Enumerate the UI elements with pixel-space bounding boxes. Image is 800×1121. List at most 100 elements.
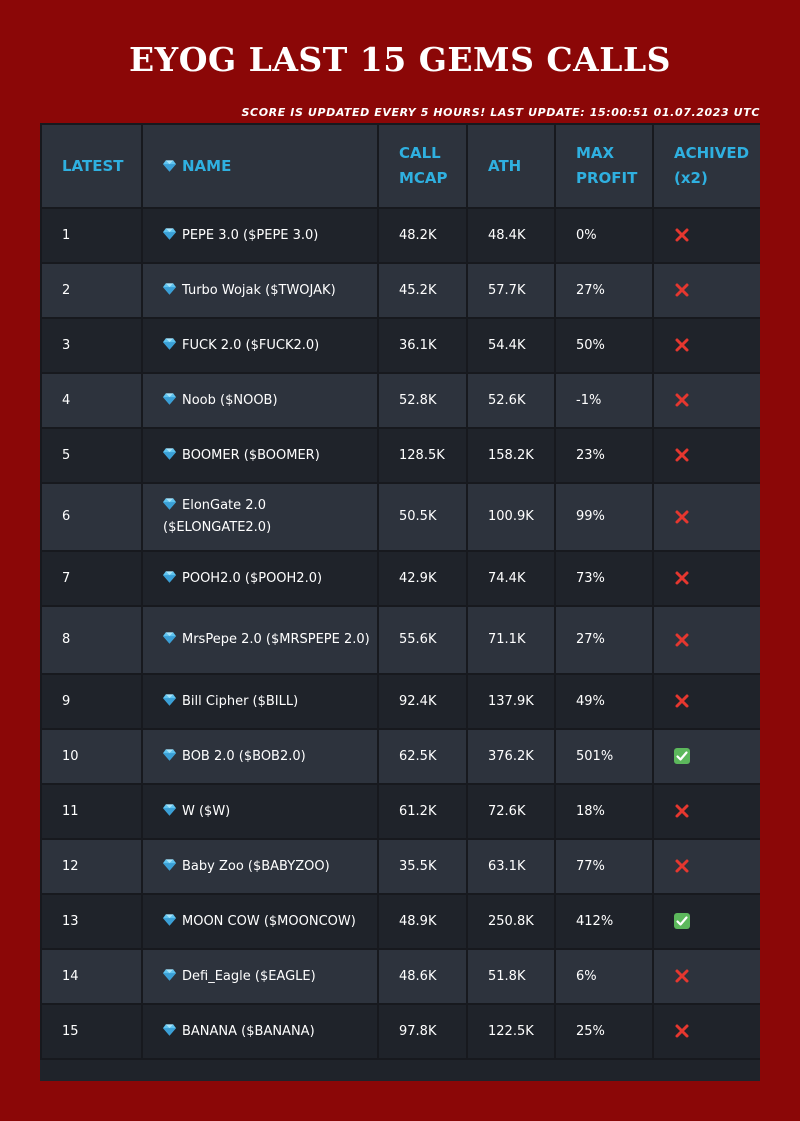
cell-max-profit: 6% (554, 948, 654, 1005)
cell-max-profit: 412% (554, 893, 654, 950)
coin-name: Baby Zoo ($BABYZOO) (182, 858, 330, 874)
cell-name: MOON COW ($MOONCOW) (141, 893, 379, 950)
cell-latest: 6 (40, 482, 143, 552)
cell-name: POOH2.0 ($POOH2.0) (141, 550, 379, 607)
table-row: 10 BOB 2.0 ($BOB2.0) 62.5K 376.2K 501% (40, 728, 760, 785)
gem-icon (163, 632, 176, 644)
cell-call-mcap: 48.2K (377, 207, 468, 264)
table-header: LATEST NAME CALL MCAP ATH MAX PROFIT ACH… (40, 123, 760, 209)
cell-latest: 3 (40, 317, 143, 374)
cell-name: MrsPepe 2.0 ($MRSPEPE 2.0) (141, 605, 379, 675)
cross-icon (675, 969, 689, 983)
cell-name: Bill Cipher ($BILL) (141, 673, 379, 730)
cross-icon (675, 859, 689, 873)
table-row: 2 Turbo Wojak ($TWOJAK) 45.2K 57.7K 27% (40, 262, 760, 319)
cell-call-mcap: 92.4K (377, 673, 468, 730)
cell-max-profit: 27% (554, 605, 654, 675)
cell-max-profit: 77% (554, 838, 654, 895)
table-row: 6 ElonGate 2.0 ($ELONGATE2.0) 50.5K 100.9K 9… (40, 482, 760, 552)
cell-call-mcap: 61.2K (377, 783, 468, 840)
cell-achived (652, 673, 760, 730)
coin-name: FUCK 2.0 ($FUCK2.0) (182, 337, 320, 353)
cell-call-mcap: 97.8K (377, 1003, 468, 1060)
cell-latest: 13 (40, 893, 143, 950)
gem-icon (163, 227, 176, 240)
cross-icon (675, 804, 689, 818)
cell-max-profit: 501% (554, 728, 654, 785)
cell-name: PEPE 3.0 ($PEPE 3.0) (141, 207, 379, 264)
cell-ath: 54.4K (466, 317, 556, 374)
cross-icon (675, 633, 689, 646)
cell-ath: 72.6K (466, 783, 556, 840)
coin-name: BOB 2.0 ($BOB2.0) (182, 748, 306, 764)
cell-name: Baby Zoo ($BABYZOO) (141, 838, 379, 895)
cell-max-profit: 49% (554, 673, 654, 730)
cell-max-profit: 27% (554, 262, 654, 319)
cell-call-mcap: 45.2K (377, 262, 468, 319)
gems-table: LATEST NAME CALL MCAP ATH MAX PROFIT ACH… (40, 123, 760, 1060)
cell-latest: 4 (40, 372, 143, 429)
coin-name: BOOMER ($BOOMER) (182, 447, 320, 463)
cell-max-profit: -1% (554, 372, 654, 429)
cell-ath: 122.5K (466, 1003, 556, 1060)
gem-icon (163, 1023, 176, 1036)
cell-latest: 2 (40, 262, 143, 319)
cell-achived (652, 783, 760, 840)
gem-icon (163, 159, 176, 172)
cell-achived (652, 1003, 760, 1060)
column-header-latest: LATEST (40, 123, 143, 209)
gem-icon (163, 858, 176, 871)
cell-max-profit: 25% (554, 1003, 654, 1060)
gem-icon (163, 392, 176, 405)
cell-latest: 10 (40, 728, 143, 785)
table-row: 15 BANANA ($BANANA) 97.8K 122.5K 25% (40, 1003, 760, 1060)
table-row: 9 Bill Cipher ($BILL) 92.4K 137.9K 49% (40, 673, 760, 730)
cell-call-mcap: 42.9K (377, 550, 468, 607)
gem-icon (163, 803, 176, 816)
cell-achived (652, 262, 760, 319)
cell-name: Turbo Wojak ($TWOJAK) (141, 262, 379, 319)
update-note: SCORE IS UPDATED EVERY 5 HOURS! LAST UPD… (241, 106, 760, 119)
table-row: 7 POOH2.0 ($POOH2.0) 42.9K 74.4K 73% (40, 550, 760, 607)
cross-icon (675, 1024, 689, 1038)
cell-achived (652, 317, 760, 374)
cell-latest: 11 (40, 783, 143, 840)
coin-name: Defi_Eagle ($EAGLE) (182, 968, 316, 984)
cross-icon (675, 283, 689, 297)
cell-ath: 74.4K (466, 550, 556, 607)
cell-call-mcap: 35.5K (377, 838, 468, 895)
cell-achived (652, 427, 760, 484)
cell-max-profit: 50% (554, 317, 654, 374)
cell-name: BOB 2.0 ($BOB2.0) (141, 728, 379, 785)
coin-name: ElonGate 2.0 ($ELONGATE2.0) (163, 498, 272, 535)
cell-ath: 250.8K (466, 893, 556, 950)
cell-name: Noob ($NOOB) (141, 372, 379, 429)
column-header-max-profit: MAX PROFIT (554, 123, 654, 209)
cell-call-mcap: 55.6K (377, 605, 468, 675)
check-icon (674, 748, 690, 764)
cross-icon (675, 228, 689, 242)
cell-name: BOOMER ($BOOMER) (141, 427, 379, 484)
table-body: 1 PEPE 3.0 ($PEPE 3.0) 48.2K 48.4K 0% 2 Turbo … (40, 207, 760, 1060)
column-header-ath: ATH (466, 123, 556, 209)
cell-call-mcap: 52.8K (377, 372, 468, 429)
cell-call-mcap: 36.1K (377, 317, 468, 374)
cell-call-mcap: 62.5K (377, 728, 468, 785)
cell-name: Defi_Eagle ($EAGLE) (141, 948, 379, 1005)
gem-icon (163, 337, 176, 350)
coin-name: Turbo Wojak ($TWOJAK) (182, 282, 336, 298)
table-row: 12 Baby Zoo ($BABYZOO) 35.5K 63.1K 77% (40, 838, 760, 895)
cell-latest: 7 (40, 550, 143, 607)
cell-name: BANANA ($BANANA) (141, 1003, 379, 1060)
cell-max-profit: 0% (554, 207, 654, 264)
coin-name: MrsPepe 2.0 ($MRSPEPE 2.0) (182, 632, 370, 647)
cell-achived (652, 372, 760, 429)
cell-achived (652, 605, 760, 675)
cell-name: ElonGate 2.0 ($ELONGATE2.0) (141, 482, 379, 552)
cell-achived (652, 893, 760, 950)
cell-achived (652, 482, 760, 552)
cell-ath: 71.1K (466, 605, 556, 675)
cell-name: W ($W) (141, 783, 379, 840)
table-row: 11 W ($W) 61.2K 72.6K 18% (40, 783, 760, 840)
cell-ath: 48.4K (466, 207, 556, 264)
